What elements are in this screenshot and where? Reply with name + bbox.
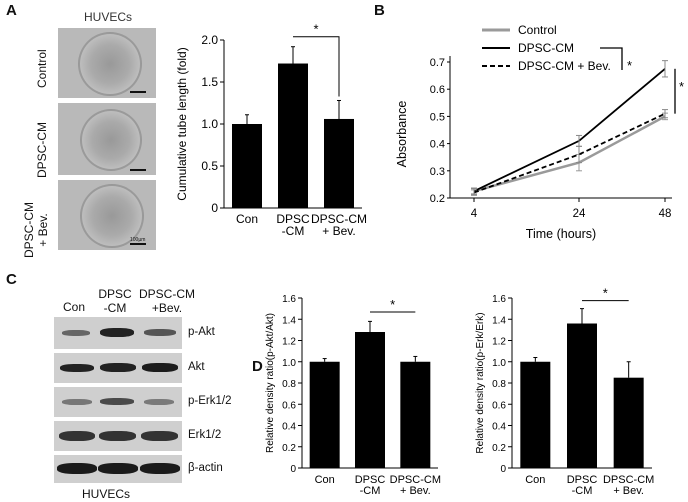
bar bbox=[520, 361, 551, 468]
blot-akt bbox=[54, 353, 182, 383]
y-tick-label: 0.5 bbox=[430, 111, 445, 123]
wb-column-dpsc-cm: DPSC -CM bbox=[98, 287, 132, 315]
row-label-dpsc-cm: DPSC-CM bbox=[35, 122, 49, 178]
y-tick-label: 1.4 bbox=[492, 315, 506, 326]
bar bbox=[400, 361, 431, 468]
category-label: Con bbox=[315, 474, 335, 486]
y-tick-label: 0 bbox=[211, 201, 218, 215]
blot-label-p-erk: p-Erk1/2 bbox=[188, 395, 232, 407]
category-label: DPSC -CM bbox=[276, 212, 310, 238]
y-axis-label: Relative density ratio(p-Akt/Akt) bbox=[265, 313, 276, 453]
blot-p-akt bbox=[54, 317, 182, 349]
y-tick-label: 0.5 bbox=[201, 159, 218, 173]
y-tick-label: 0.2 bbox=[492, 443, 506, 454]
y-tick-label: 0.2 bbox=[282, 443, 296, 454]
x-axis-label: Time (hours) bbox=[526, 227, 596, 241]
y-tick-label: 0.6 bbox=[430, 84, 445, 96]
bar bbox=[567, 323, 597, 468]
chart-b-absorbance: 0.2 0.3 0.4 0.5 0.6 0.7 4 24 48 Time (hours) Absor… bbox=[395, 23, 684, 241]
blot-footer: HUVECs bbox=[82, 487, 131, 501]
y-tick-label: 2.0 bbox=[201, 33, 218, 47]
significance-bracket bbox=[293, 36, 340, 97]
significance-star: * bbox=[313, 22, 318, 37]
legend-label: Control bbox=[518, 23, 557, 37]
y-tick-label: 0.3 bbox=[430, 166, 445, 178]
y-tick-label: 0.4 bbox=[492, 422, 506, 433]
y-tick-label: 0 bbox=[500, 464, 506, 475]
significance-star: * bbox=[679, 79, 684, 94]
bar bbox=[613, 377, 644, 468]
row-label-dpsc-cm-bev: DPSC-CM + Bev. bbox=[22, 202, 50, 258]
category-label: Con bbox=[236, 212, 258, 226]
panel-letter-a: A bbox=[6, 2, 17, 19]
y-tick-label: 1.4 bbox=[282, 315, 296, 326]
panel-letter-c: C bbox=[6, 271, 17, 288]
series-line bbox=[473, 68, 666, 193]
category-label: DPSC-CM + Bev. bbox=[390, 474, 441, 497]
y-axis-label: Absorbance bbox=[395, 101, 409, 168]
y-tick-label: 0.8 bbox=[492, 379, 506, 390]
micrograph-title: HUVECs bbox=[83, 10, 132, 24]
significance-star: * bbox=[603, 288, 608, 301]
y-tick-label: 0.6 bbox=[282, 400, 296, 411]
legend-label: DPSC-CM bbox=[518, 41, 574, 55]
y-tick-label: 1.0 bbox=[201, 117, 218, 131]
y-axis-label: Cumulative tube length (fold) bbox=[175, 47, 189, 200]
bar bbox=[324, 118, 354, 208]
wb-column-dpsc-cm-bev: DPSC-CM +Bev. bbox=[139, 287, 195, 315]
category-label: DPSC-CM + Bev. bbox=[311, 212, 367, 238]
significance-star: * bbox=[390, 297, 395, 312]
blot-beta-actin bbox=[54, 455, 182, 483]
y-tick-label: 1.0 bbox=[492, 358, 506, 369]
panel-letter-d: D bbox=[252, 358, 263, 375]
x-tick-label: 48 bbox=[659, 208, 672, 220]
blot-label-akt: Akt bbox=[188, 361, 205, 373]
panel-letter-b: B bbox=[374, 2, 385, 19]
y-tick-label: 0.6 bbox=[492, 400, 506, 411]
significance-bracket bbox=[600, 47, 623, 70]
micrograph-dpsc-cm bbox=[58, 103, 156, 175]
category-label: DPSC-CM + Bev. bbox=[603, 474, 654, 497]
category-label: DPSC -CM bbox=[355, 474, 386, 497]
chart-d-akt: 0 0.2 0.4 0.6 0.8 1.0 1.2 1.4 1.6 Con DPSC -CMDPSC-… bbox=[265, 294, 441, 497]
y-axis-label: Relative density ratio(p-Erk/Erk) bbox=[475, 312, 486, 453]
blot-erk bbox=[54, 421, 182, 451]
y-tick-label: 0.8 bbox=[282, 379, 296, 390]
y-tick-label: 1.2 bbox=[282, 337, 296, 348]
blot-label-beta-actin: β-actin bbox=[188, 462, 223, 474]
bar bbox=[309, 361, 340, 468]
micrograph-control bbox=[58, 28, 156, 98]
micrograph-dpsc-cm-bev: 100µm bbox=[58, 180, 156, 250]
x-tick-label: 24 bbox=[573, 208, 586, 220]
bar bbox=[355, 332, 385, 468]
y-tick-label: 0.4 bbox=[282, 422, 296, 433]
series-line bbox=[473, 112, 666, 194]
category-label: DPSC -CM bbox=[567, 474, 598, 497]
y-tick-label: 1.6 bbox=[282, 294, 296, 305]
blot-p-erk bbox=[54, 387, 182, 417]
legend-label: DPSC-CM + Bev. bbox=[518, 59, 611, 73]
y-tick-label: 1.6 bbox=[492, 294, 506, 305]
x-tick-label: 4 bbox=[471, 208, 478, 220]
series-line bbox=[473, 115, 666, 193]
significance-star: * bbox=[627, 58, 632, 73]
bar bbox=[232, 124, 262, 208]
scale-bar-label: 100µm bbox=[130, 237, 146, 243]
y-tick-label: 1.2 bbox=[492, 337, 506, 348]
y-tick-label: 0.7 bbox=[430, 57, 445, 69]
y-tick-label: 0 bbox=[290, 464, 296, 475]
y-tick-label: 1.0 bbox=[282, 358, 296, 369]
y-tick-label: 0.4 bbox=[430, 139, 445, 151]
category-label: Con bbox=[525, 474, 545, 486]
row-label-control: Control bbox=[35, 49, 49, 88]
y-tick-label: 0.2 bbox=[430, 193, 445, 205]
bar bbox=[278, 63, 308, 208]
y-tick-label: 1.5 bbox=[201, 75, 218, 89]
blot-label-p-akt: p-Akt bbox=[188, 326, 215, 338]
wb-column-con: Con bbox=[62, 300, 85, 314]
chart-d-erk: 0 0.2 0.4 0.6 0.8 1.0 1.2 1.4 1.6 Con DPSC -CMDPSC-… bbox=[475, 288, 654, 497]
blot-label-erk: Erk1/2 bbox=[188, 429, 222, 441]
